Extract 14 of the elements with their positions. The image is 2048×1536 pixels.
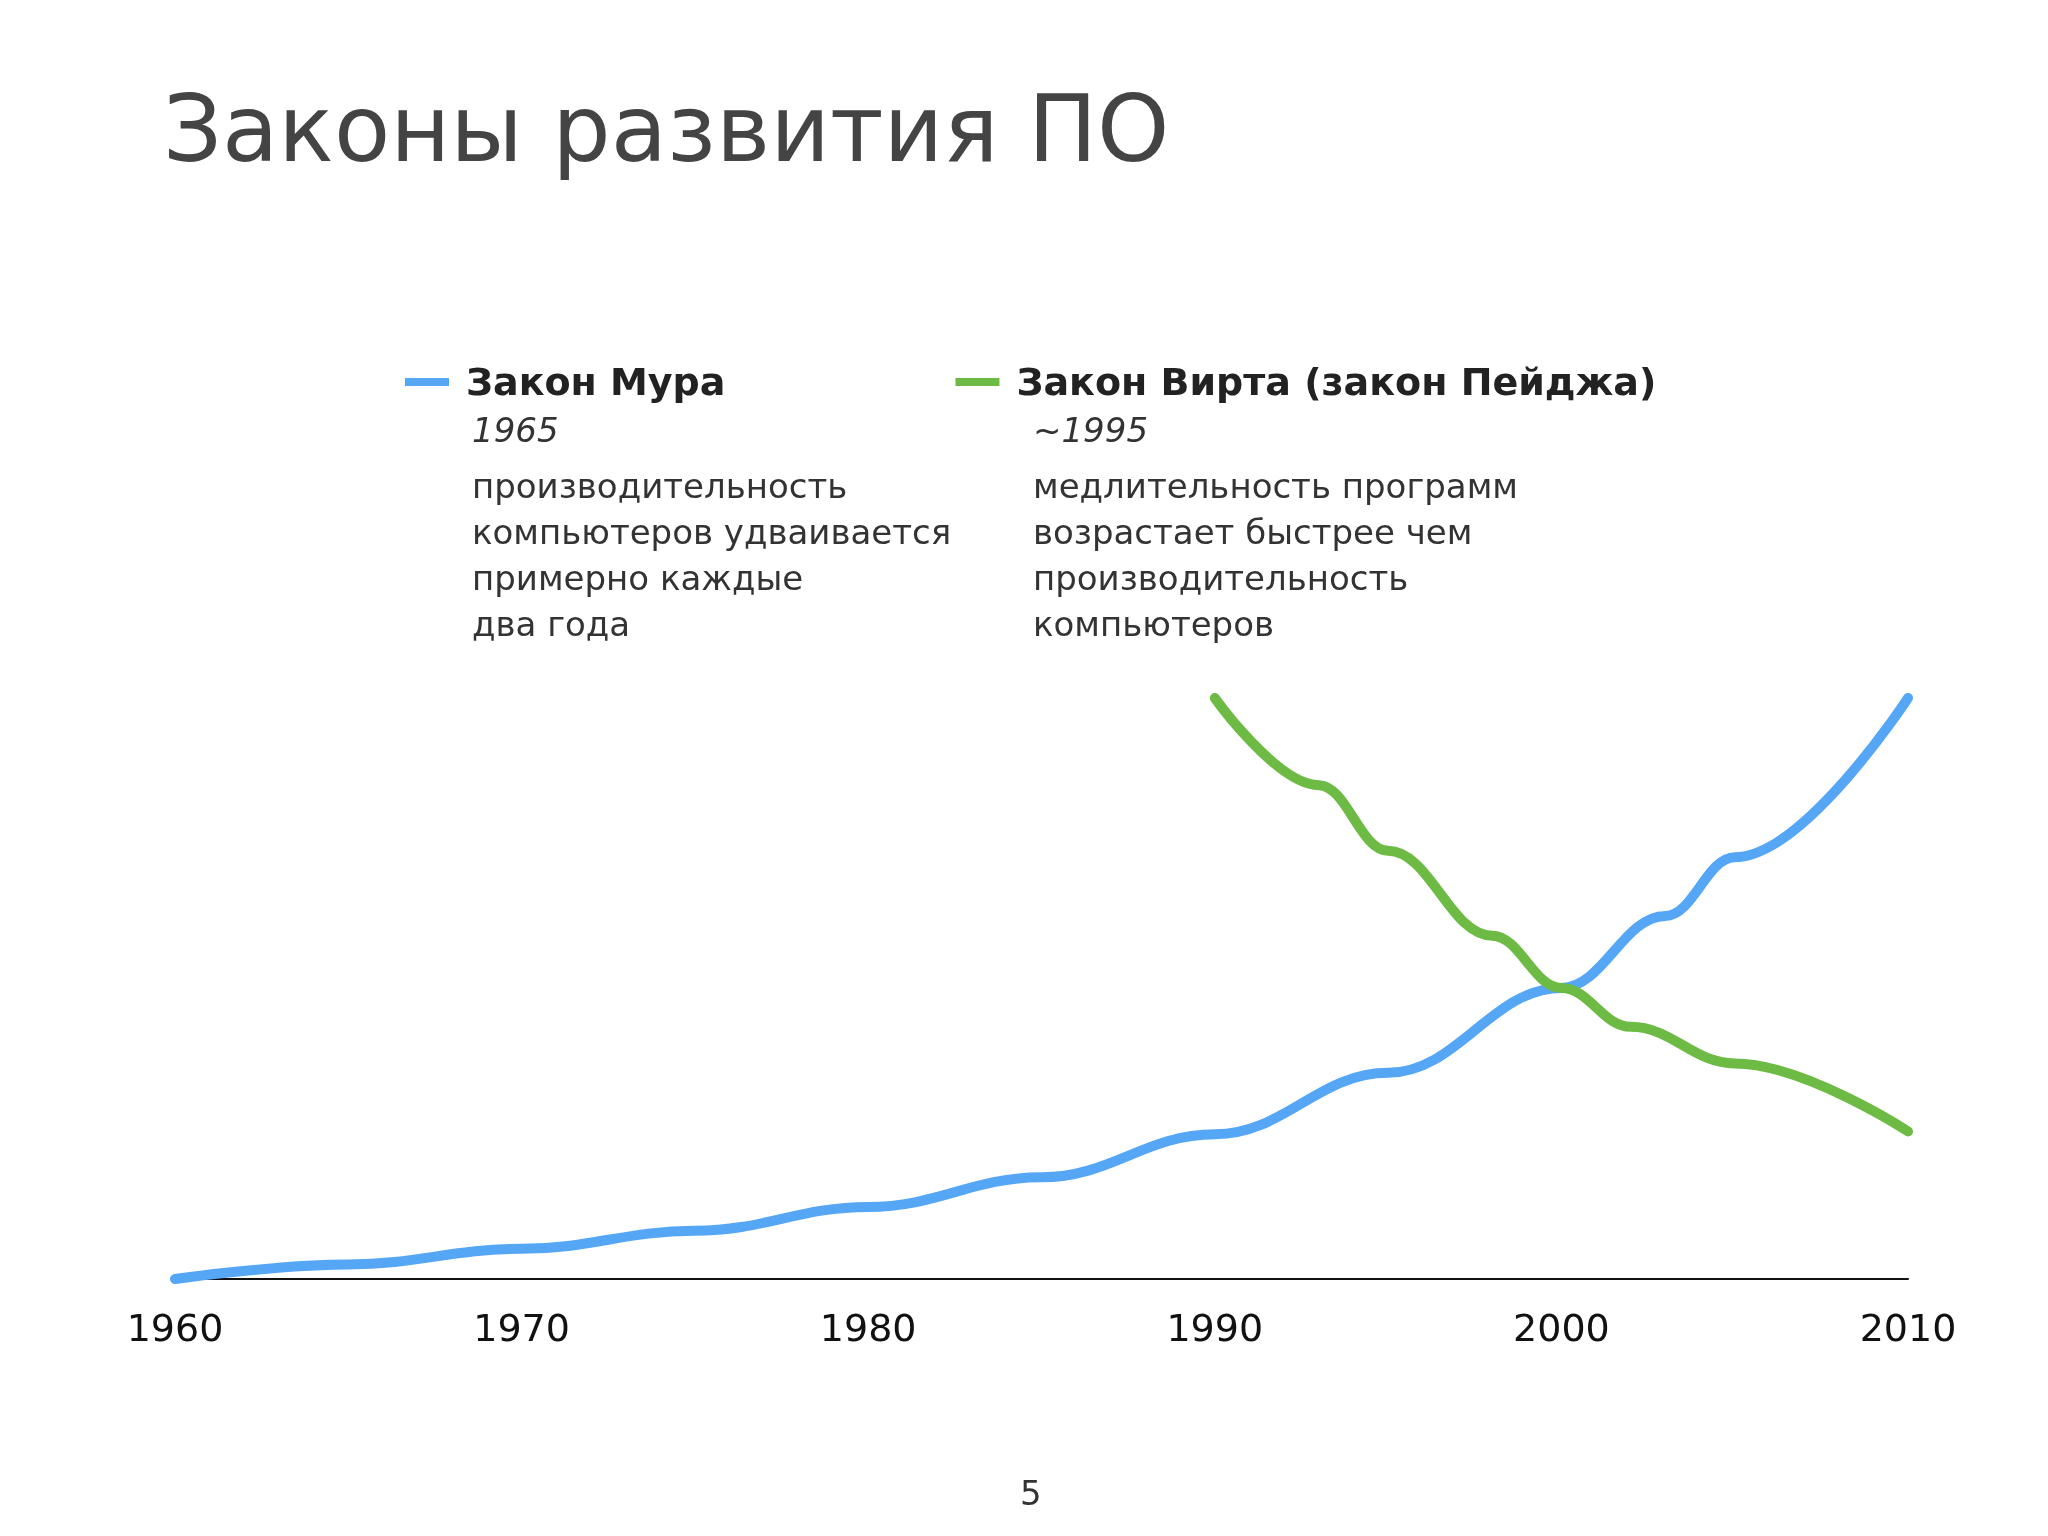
x-tick-label: 1960	[126, 1306, 224, 1350]
legend-label: Закон Вирта (закон Пейджа)	[1016, 360, 1657, 404]
x-tick-label: 2010	[1859, 1306, 1957, 1350]
x-tick-label: 1990	[1166, 1306, 1264, 1350]
x-tick-label: 1970	[473, 1306, 570, 1350]
legend-label: Закон Мура	[466, 360, 726, 404]
text: 5	[1020, 1473, 1042, 1513]
text: 1965	[472, 410, 559, 450]
text: ~1995	[1033, 410, 1149, 450]
text: производительность компьютеров удваивается примерно каждые два года	[472, 466, 952, 644]
x-tick-label: 1980	[819, 1306, 917, 1350]
chart-title: Законы развития ПО	[163, 75, 1170, 183]
text: медлительность программ возрастает быстрее чем производительность компьютеров	[1033, 466, 1518, 644]
x-tick-label: 2000	[1513, 1306, 1610, 1350]
